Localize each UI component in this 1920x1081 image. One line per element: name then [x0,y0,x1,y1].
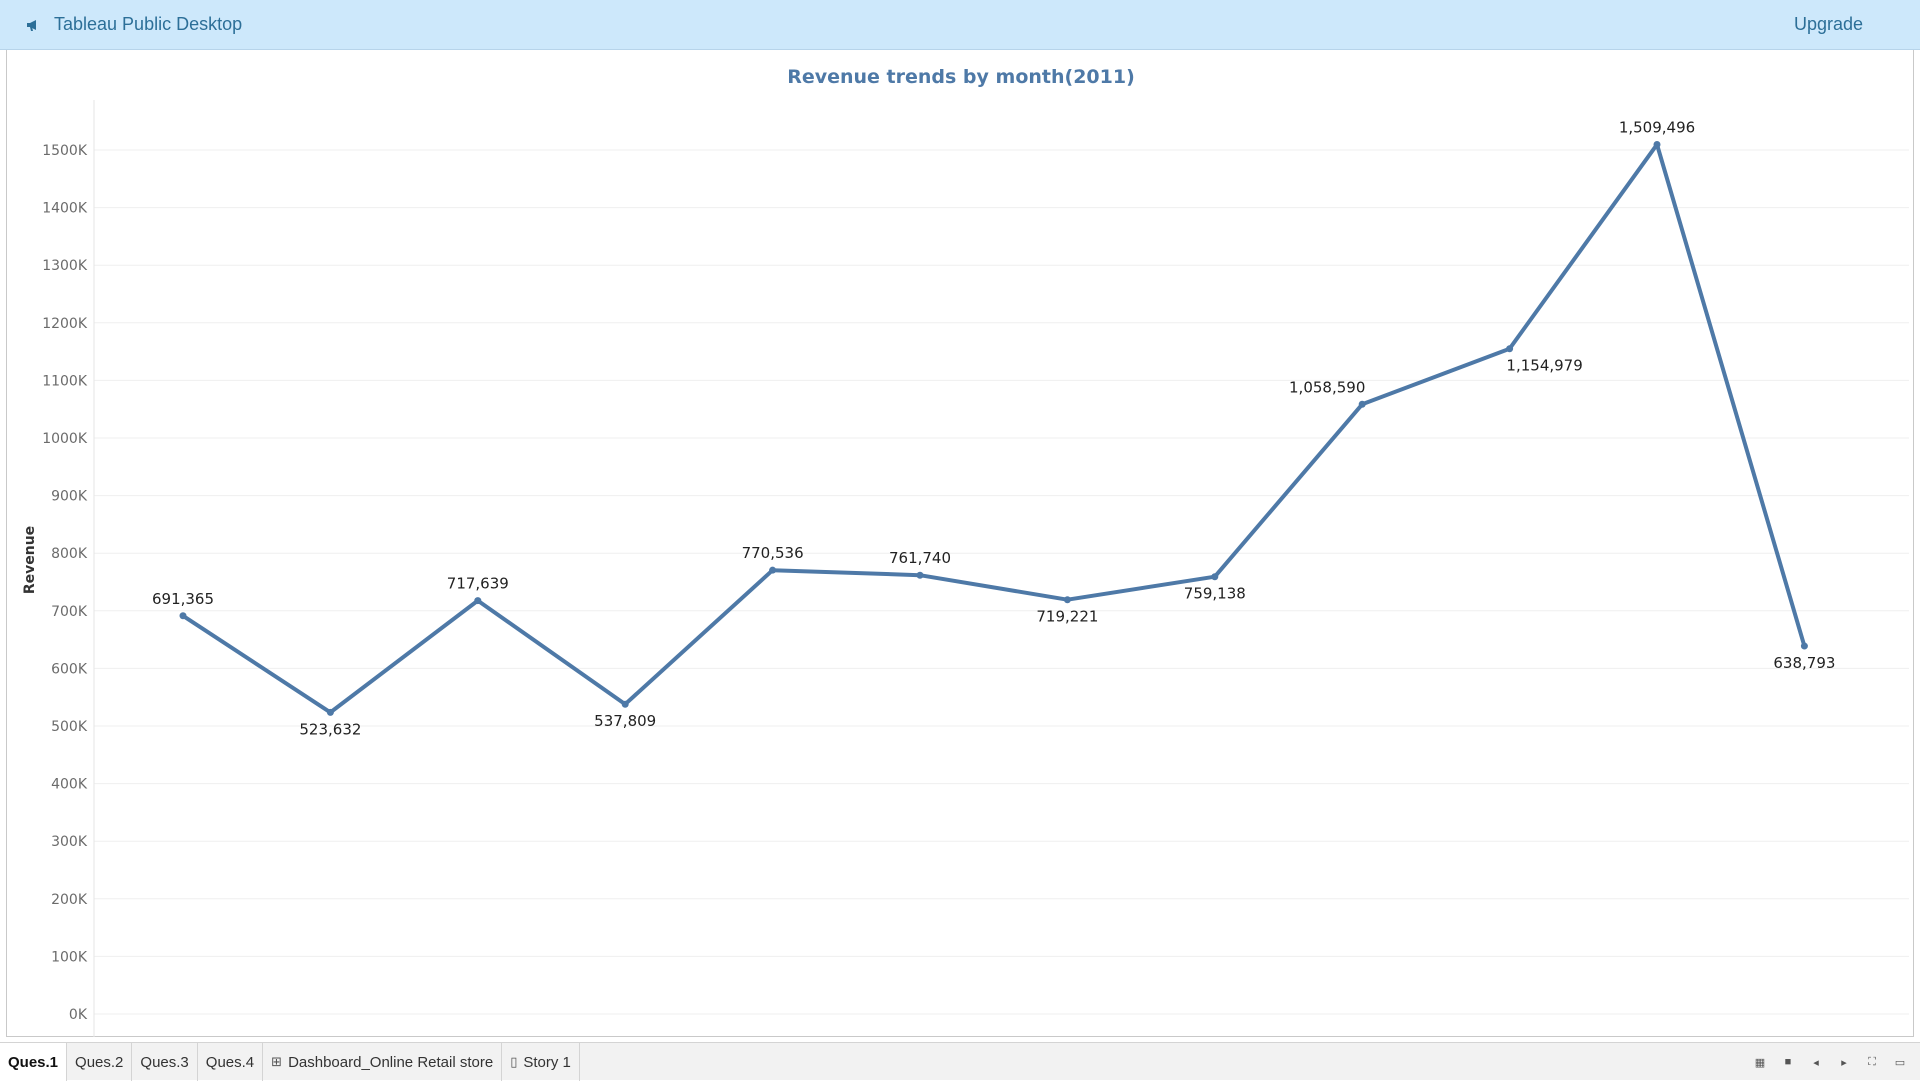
tab-label: Ques.3 [140,1053,189,1071]
tab-label: Ques.4 [205,1053,255,1071]
y-tick-label: 1500K [42,143,88,159]
series-line [181,142,1807,715]
story-icon: ▯ [510,1054,518,1069]
revenue-series: 691,365 523,632 717,639 537,809 770,536 761,7… [152,119,1835,739]
tab-story-1[interactable]: ▯ Story 1 [502,1043,580,1081]
tab-ques-3[interactable]: Ques.3 [132,1043,198,1081]
sheet-tabs: Ques.1 Ques.2 Ques.3 Ques.4 ⊞ Dashboard_Onlin… [0,1043,580,1081]
data-label: 759,138 [1184,585,1246,603]
view-controls: ▦ ■ ◂ ▸ ⛶ ▭ [1752,1055,1908,1069]
y-axis-ticks: 0K 100K 200K 300K 400K 500K 600K 700K 800K 900K 10… [42,143,88,1023]
sheet-tab-bar: Ques.1 Ques.2 Ques.3 Ques.4 ⊞ Dashboard_Onlin… [0,1042,1920,1081]
y-tick-label: 400K [51,777,88,793]
y-tick-label: 300K [51,834,88,850]
data-point[interactable] [916,571,924,579]
data-label: 1,058,590 [1289,378,1365,396]
y-tick-label: 1400K [42,201,88,217]
filmstrip-view-icon[interactable]: ■ [1784,1056,1792,1068]
data-point[interactable] [1506,345,1514,353]
y-tick-label: 0K [69,1007,88,1023]
tab-label: Dashboard_Online Retail store [288,1053,494,1071]
grid-view-icon[interactable]: ▦ [1754,1056,1766,1069]
data-label: 717,639 [447,575,509,593]
megaphone-icon [26,18,40,32]
data-point[interactable] [1211,573,1219,581]
data-point[interactable] [1653,141,1661,149]
chart-title: Revenue trends by month(2011) [787,66,1135,88]
data-point[interactable] [1063,596,1071,604]
y-tick-label: 600K [51,661,88,677]
data-point[interactable] [474,597,482,605]
y-tick-label: 200K [51,892,88,908]
data-label: 761,740 [889,549,951,567]
tab-ques-2[interactable]: Ques.2 [67,1043,133,1081]
data-point[interactable] [621,700,629,708]
app-title: Tableau Public Desktop [54,14,243,34]
y-tick-label: 1000K [42,431,88,447]
dashboard-icon: ⊞ [271,1054,283,1069]
data-label: 1,509,496 [1619,119,1695,137]
upgrade-link[interactable]: Upgrade [1793,14,1863,34]
top-bar: Tableau Public Desktop Upgrade [0,0,1920,50]
data-label: 719,221 [1036,608,1098,626]
y-tick-label: 700K [51,604,88,620]
data-point[interactable] [1358,400,1366,408]
data-point[interactable] [1800,642,1808,650]
data-point[interactable] [326,708,334,716]
data-label: 1,154,979 [1506,357,1582,375]
revenue-line-chart: 0K 100K 200K 300K 400K 500K 600K 700K 800K 900K 10… [22,66,1909,1037]
data-label: 770,536 [742,544,804,562]
y-tick-label: 1200K [42,316,88,332]
y-tick-label: 100K [51,949,88,965]
tab-label: Story 1 [523,1053,571,1071]
tab-dashboard-online-retail-store[interactable]: ⊞ Dashboard_Online Retail store [263,1043,503,1081]
y-tick-label: 500K [51,719,88,735]
tab-label: Ques.2 [75,1053,124,1071]
worksheet-canvas: 0K 100K 200K 300K 400K 500K 600K 700K 800K 900K 10… [6,50,1914,1037]
y-axis-label: Revenue [22,526,38,594]
data-label: 537,809 [594,712,656,730]
fullscreen-icon[interactable]: ⛶ [1868,1055,1876,1068]
app-brand: Tableau Public Desktop [26,14,242,35]
data-label: 523,632 [299,720,361,738]
data-point[interactable] [179,612,187,620]
y-tick-label: 1100K [42,373,88,389]
tab-ques-1[interactable]: Ques.1 [0,1043,68,1081]
y-tick-label: 800K [51,546,88,562]
tab-label: Ques.1 [8,1053,59,1071]
data-label: 691,365 [152,590,214,608]
next-sheet-icon[interactable]: ▸ [1841,1056,1847,1069]
y-tick-label: 900K [51,489,88,505]
y-tick-label: 1300K [42,258,88,274]
data-label: 638,793 [1773,654,1835,672]
tab-ques-4[interactable]: Ques.4 [198,1043,264,1081]
presentation-icon[interactable]: ▭ [1894,1056,1906,1069]
prev-sheet-icon[interactable]: ◂ [1813,1056,1819,1069]
gridlines [94,149,1909,1015]
data-point[interactable] [769,566,777,574]
